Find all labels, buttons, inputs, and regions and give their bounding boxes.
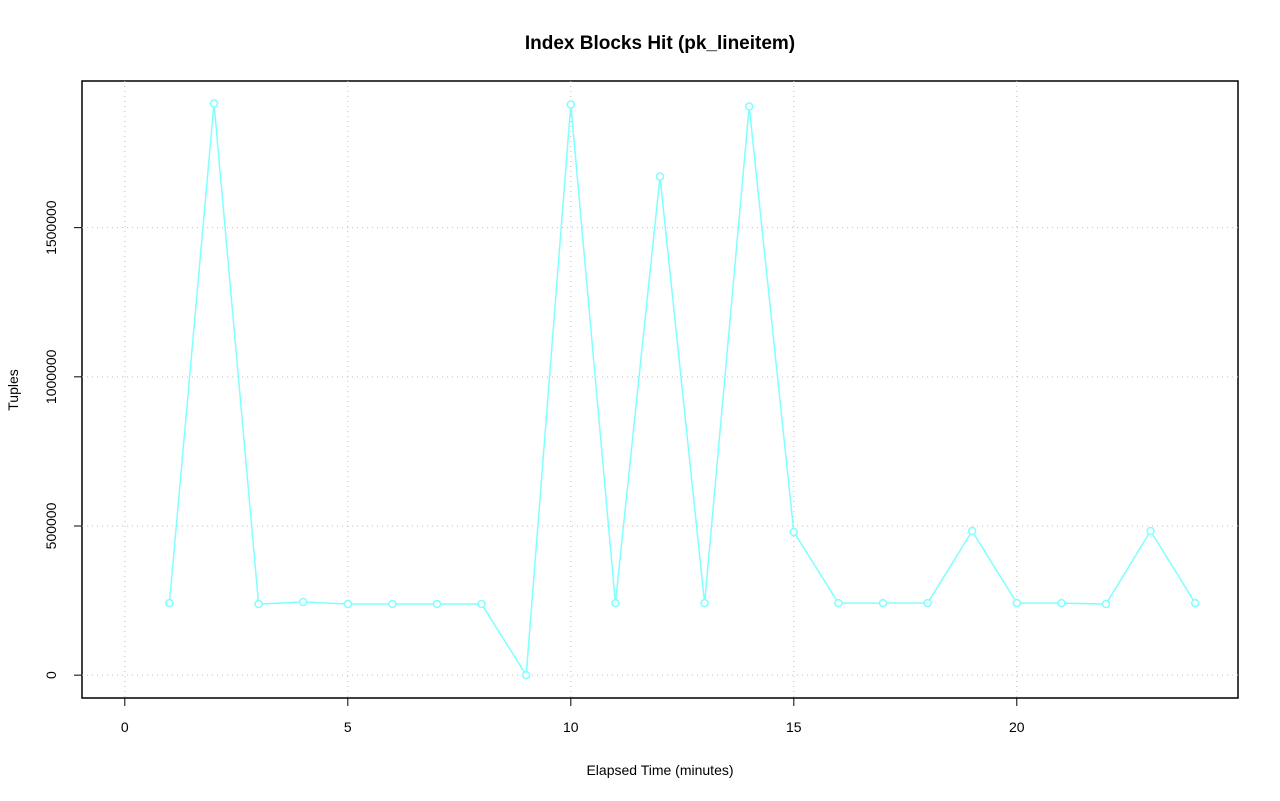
y-tick-label: 500000 bbox=[43, 502, 59, 549]
data-point bbox=[878, 598, 888, 608]
x-tick-label: 20 bbox=[1009, 719, 1025, 735]
data-point bbox=[477, 599, 486, 609]
data-point bbox=[254, 599, 263, 609]
data-point bbox=[655, 172, 665, 181]
chart-title: Index Blocks Hit (pk_lineitem) bbox=[525, 33, 795, 54]
data-point bbox=[923, 598, 932, 608]
y-axis-label: Tuples bbox=[5, 369, 21, 411]
data-point bbox=[165, 598, 174, 608]
data-point bbox=[298, 597, 308, 607]
x-axis-label: Elapsed Time (minutes) bbox=[586, 762, 733, 778]
x-tick-label: 5 bbox=[344, 719, 352, 735]
x-tick-label: 10 bbox=[563, 719, 579, 735]
data-point bbox=[432, 599, 442, 609]
y-tick-label: 0 bbox=[43, 671, 59, 679]
data-point bbox=[611, 598, 620, 608]
x-tick-label: 15 bbox=[786, 719, 802, 735]
data-point bbox=[834, 598, 843, 608]
data-point bbox=[209, 99, 219, 108]
plot-frame bbox=[81, 80, 1239, 699]
data-point bbox=[1012, 598, 1022, 608]
y-tick-label: 1500000 bbox=[43, 200, 59, 255]
data-point bbox=[388, 599, 397, 609]
data-line bbox=[168, 103, 1196, 678]
data-point bbox=[967, 526, 977, 536]
data-point bbox=[1190, 598, 1200, 608]
data-point bbox=[700, 598, 709, 608]
data-point bbox=[343, 599, 353, 609]
x-tick-label: 0 bbox=[121, 719, 129, 735]
data-point bbox=[1057, 598, 1066, 608]
data-point bbox=[1101, 599, 1111, 609]
data-point bbox=[789, 527, 799, 537]
data-point bbox=[521, 670, 531, 680]
data-point bbox=[744, 102, 754, 111]
y-tick-label: 1000000 bbox=[43, 349, 59, 404]
data-point bbox=[566, 100, 576, 109]
data-point bbox=[1146, 526, 1155, 536]
